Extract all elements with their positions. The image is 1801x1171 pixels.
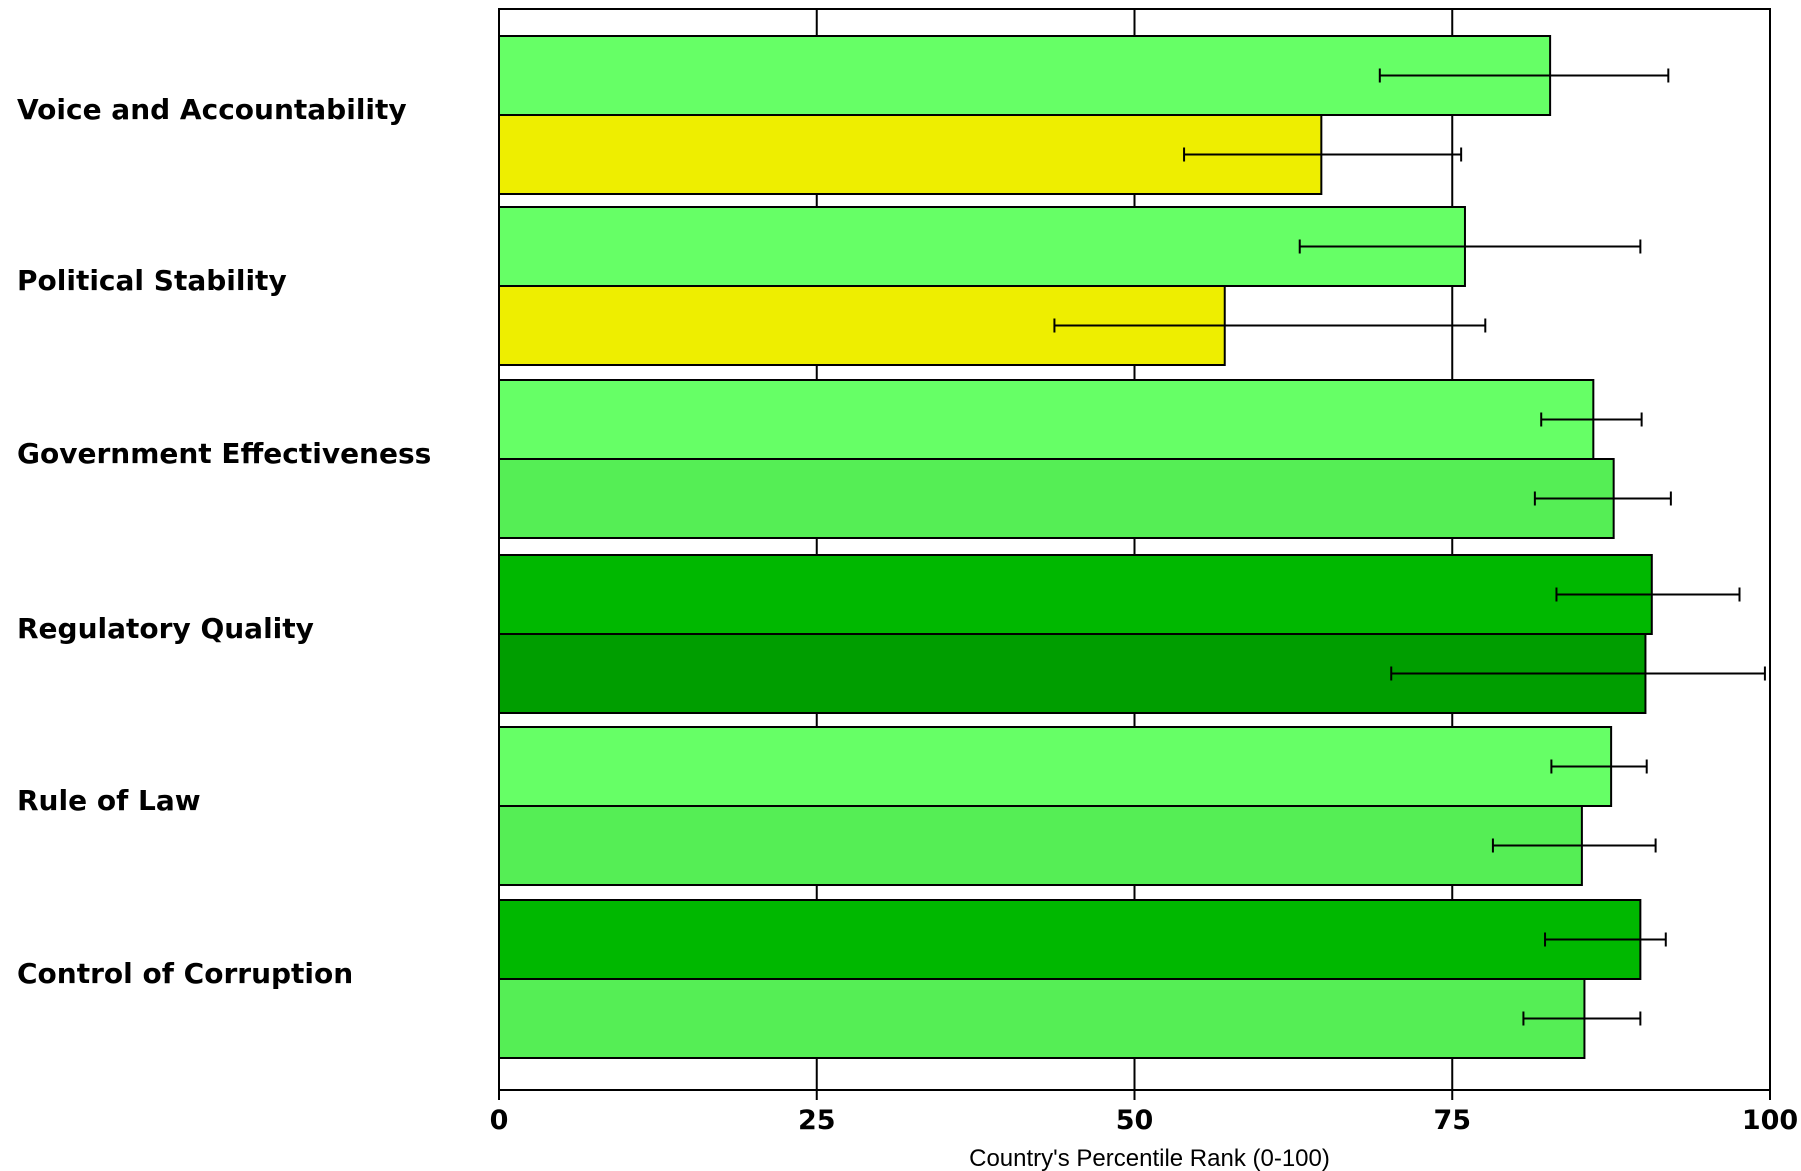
category-label: Political Stability	[17, 264, 287, 297]
x-tick-label: 25	[798, 1105, 836, 1136]
bar	[498, 978, 1586, 1059]
x-axis-title: Country's Percentile Rank (0-100)	[969, 1145, 1330, 1171]
x-tick-label: 75	[1433, 1105, 1471, 1136]
bar	[498, 379, 1595, 460]
category-label: Control of Corruption	[17, 957, 353, 990]
bar	[498, 899, 1642, 980]
bar	[498, 554, 1653, 635]
bar	[498, 458, 1615, 539]
category-label: Voice and Accountability	[17, 93, 407, 126]
bar	[498, 726, 1613, 807]
plot-area: 0 25 50 75 100 Voice and Accountability Politi…	[17, 8, 1798, 1171]
bar	[498, 805, 1583, 886]
category-label: Regulatory Quality	[17, 612, 314, 645]
category-label: Government Effectiveness	[17, 437, 431, 470]
x-tick-label: 0	[490, 1105, 509, 1136]
x-tick-label: 50	[1116, 1105, 1154, 1136]
x-tick-label: 100	[1742, 1105, 1798, 1136]
category-label: Rule of Law	[17, 784, 201, 817]
